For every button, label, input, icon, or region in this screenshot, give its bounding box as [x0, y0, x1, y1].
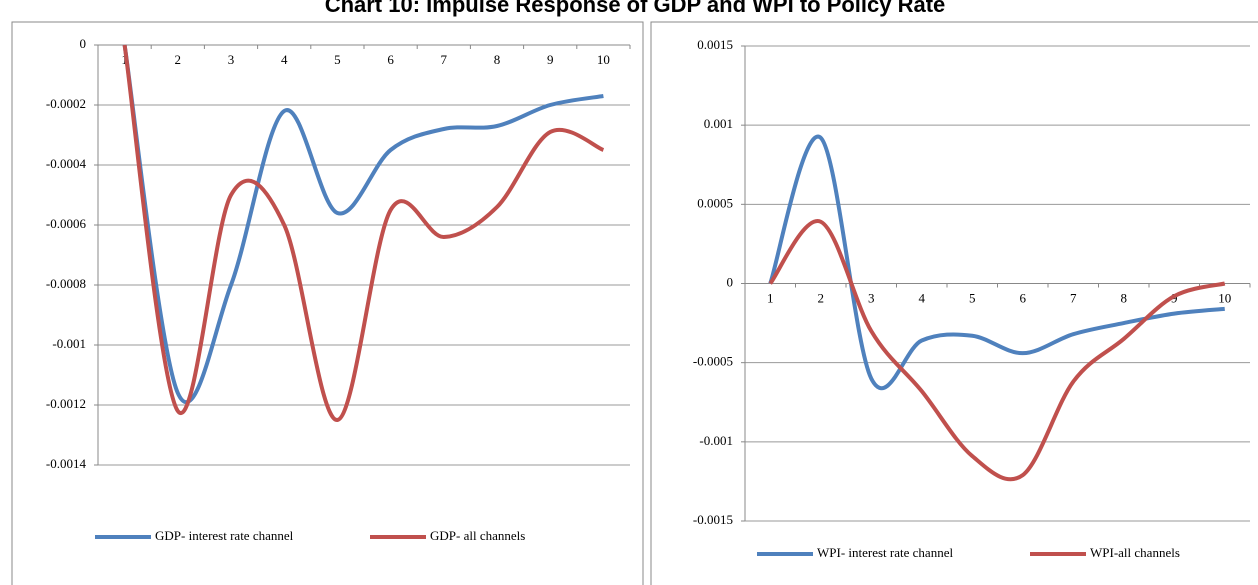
x-tick-label: 3	[868, 290, 875, 305]
x-tick-label: 2	[818, 290, 825, 305]
x-tick-label: 5	[969, 290, 976, 305]
right-panel	[650, 21, 1258, 585]
x-tick-label: 7	[1070, 290, 1077, 305]
x-tick-label: 10	[597, 52, 610, 67]
y-tick-label: -0.0015	[693, 512, 733, 527]
x-tick-label: 4	[919, 290, 926, 305]
y-tick-label: -0.0004	[46, 156, 87, 171]
x-tick-label: 3	[228, 52, 235, 67]
legend-label: WPI- interest rate channel	[817, 545, 953, 560]
y-tick-label: -0.0014	[46, 456, 87, 471]
y-tick-label: 0	[727, 274, 734, 289]
y-tick-label: -0.0012	[46, 396, 86, 411]
x-tick-label: 9	[547, 52, 554, 67]
y-tick-label: -0.0006	[46, 216, 87, 231]
x-tick-label: 4	[281, 52, 288, 67]
series-line	[122, 44, 604, 404]
legend-label: WPI-all channels	[1090, 545, 1180, 560]
x-tick-label: 10	[1218, 290, 1231, 305]
x-tick-label: 5	[334, 52, 341, 67]
x-tick-label: 8	[1121, 290, 1128, 305]
y-tick-label: 0	[80, 36, 87, 51]
x-tick-label: 7	[441, 52, 448, 67]
x-tick-label: 2	[175, 52, 182, 67]
y-tick-label: 0.001	[704, 116, 733, 131]
chart-title: Chart 10: Impulse Response of GDP and WP…	[325, 0, 946, 17]
y-tick-label: -0.0008	[46, 276, 86, 291]
y-tick-label: -0.001	[52, 336, 86, 351]
series-line	[768, 219, 1226, 482]
y-tick-label: -0.001	[699, 433, 733, 448]
y-tick-label: 0.0015	[697, 37, 733, 52]
x-tick-label: 1	[767, 290, 774, 305]
legend-label: GDP- interest rate channel	[155, 528, 294, 543]
x-tick-label: 6	[387, 52, 394, 67]
y-tick-label: -0.0002	[46, 96, 86, 111]
y-tick-label: -0.0005	[693, 354, 733, 369]
series-line	[122, 44, 605, 422]
y-tick-label: 0.0005	[697, 195, 733, 210]
x-tick-label: 8	[494, 52, 501, 67]
legend-label: GDP- all channels	[430, 528, 525, 543]
x-tick-label: 6	[1020, 290, 1027, 305]
series-line	[768, 134, 1225, 390]
left-panel	[11, 21, 644, 585]
